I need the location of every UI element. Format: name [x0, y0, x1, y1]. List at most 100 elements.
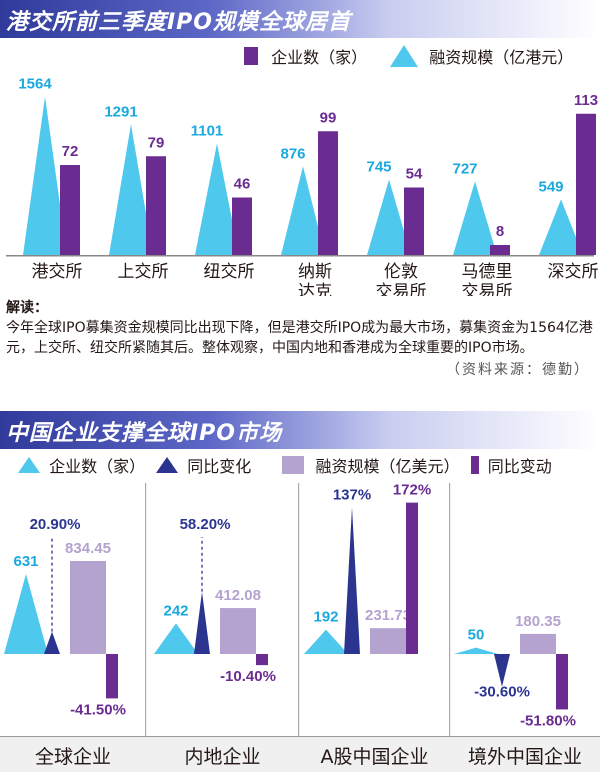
- legend-count-change-swatch: [156, 457, 179, 473]
- count-triangle: [154, 623, 198, 654]
- category-label: 港交所: [32, 262, 83, 282]
- funds-label: 876: [280, 145, 305, 162]
- legend-funds-swatch: [282, 456, 305, 474]
- chart1-baseline: [6, 255, 594, 257]
- funds-change-bar: [556, 654, 568, 710]
- count-label: 631: [13, 553, 38, 570]
- count-label: 50: [468, 627, 485, 644]
- funds-triangle: [367, 179, 411, 255]
- count-bar: [490, 245, 510, 255]
- count-label: 113: [574, 92, 598, 109]
- legend-bar-swatch: [244, 47, 258, 65]
- section2-banner: 中国企业支撑全球IPO市场: [0, 411, 600, 449]
- section1-legend: 企业数（家） 融资规模（亿港元）: [244, 44, 573, 68]
- count-label: 79: [148, 134, 165, 151]
- funds-triangle: [539, 199, 583, 255]
- legend-funds-change-swatch: [470, 456, 479, 474]
- count-triangle: [454, 647, 498, 654]
- count-change-label: 58.20%: [180, 516, 231, 533]
- funds-label: 549: [538, 178, 563, 195]
- category-label: 纽交所: [204, 262, 255, 282]
- count-label: 8: [496, 223, 504, 240]
- count-label: 72: [62, 143, 79, 160]
- section1-title: 港交所前三季度IPO规模全球居首: [6, 10, 352, 35]
- count-change-triangle: [494, 654, 510, 687]
- count-bar: [576, 113, 596, 255]
- legend-triangle-swatch: [390, 45, 419, 67]
- legend-funds-change-label: 同比变动: [487, 457, 552, 476]
- column-divider: [145, 483, 147, 736]
- section2-title: 中国企业支撑全球IPO市场: [6, 421, 283, 446]
- funds-bar: [220, 608, 256, 654]
- count-label: 54: [406, 166, 423, 183]
- section1-banner: 港交所前三季度IPO规模全球居首: [0, 0, 600, 38]
- funds-label: 1101: [191, 123, 224, 140]
- funds-label: 1291: [104, 103, 137, 120]
- category-label: 内地企业: [184, 746, 261, 768]
- count-change-triangle: [344, 507, 360, 654]
- category-label: 上交所: [118, 262, 169, 282]
- count-change-label: -30.60%: [474, 684, 530, 701]
- funds-label: 727: [452, 160, 477, 177]
- funds-triangle: [195, 143, 239, 255]
- note-head: 解读：: [6, 300, 48, 316]
- category-label: 交易所: [462, 282, 513, 296]
- count-bar: [232, 197, 252, 255]
- banner-strip: [0, 0, 600, 38]
- funds-triangle: [281, 166, 325, 255]
- funds-bar: [520, 633, 556, 654]
- legend-funds-label: 融资规模（亿美元）: [315, 457, 460, 476]
- legend-funds-label: 融资规模（亿港元）: [429, 48, 574, 67]
- category-label: A股中国企业: [320, 746, 429, 768]
- column-divider: [298, 483, 300, 736]
- count-label: 99: [320, 109, 337, 126]
- legend-count-swatch: [18, 457, 40, 473]
- category-label: 境外中国企业: [467, 746, 582, 768]
- funds-change-bar: [256, 654, 268, 666]
- category-label: 伦敦: [384, 262, 418, 282]
- category-label: 达克: [298, 282, 332, 296]
- column-divider: [449, 483, 451, 736]
- count-bar: [318, 131, 338, 255]
- interpretation-note: 解读： 今年全球IPO募集资金规模同比出现下降，但是港交所IPO成为最大市场，募…: [6, 298, 596, 378]
- category-label: 马德里: [462, 262, 513, 282]
- count-bar: [60, 165, 80, 255]
- funds-label: 180.35: [515, 613, 561, 630]
- funds-change-label: 172%: [393, 482, 431, 499]
- category-label: 全球企业: [34, 746, 111, 768]
- funds-triangle: [453, 181, 497, 255]
- funds-label: 412.08: [215, 587, 261, 604]
- funds-label: 745: [366, 159, 391, 176]
- count-change-triangle: [44, 631, 60, 654]
- legend-count-change-label: 同比变化: [187, 457, 252, 476]
- count-label: 192: [313, 609, 338, 626]
- funds-label: 1564: [18, 76, 52, 93]
- funds-label: 834.45: [65, 540, 111, 557]
- count-change-label: 20.90%: [30, 516, 81, 533]
- legend-count-label: 企业数（家）: [271, 48, 368, 67]
- category-label: 深交所: [548, 262, 599, 282]
- count-triangle: [304, 629, 348, 654]
- count-change-label: 137%: [333, 486, 371, 503]
- note-text: 今年全球IPO募集资金规模同比出现下降，但是港交所IPO成为最大市场，募集资金为…: [6, 320, 593, 356]
- count-triangle: [4, 574, 48, 654]
- count-label: 242: [163, 602, 188, 619]
- count-bar: [146, 156, 166, 255]
- funds-triangle: [109, 124, 153, 255]
- funds-bar: [70, 561, 106, 654]
- funds-change-label: -10.40%: [220, 668, 276, 685]
- note-source: （资料来源：德勤）: [446, 362, 590, 378]
- count-bar: [404, 187, 424, 255]
- funds-change-label: -41.50%: [70, 701, 126, 718]
- count-change-triangle: [194, 591, 210, 654]
- banner-strip: [0, 411, 600, 449]
- section2-legend: 企业数（家） 同比变化 融资规模（亿美元） 同比变动: [18, 453, 552, 477]
- chart2-svg: 631 20.90% 834.45 -41.50% 242 58.20% 412.08 -10…: [4, 482, 576, 736]
- category-label: 交易所: [376, 282, 427, 296]
- funds-bar: [370, 628, 406, 654]
- funds-change-bar: [406, 502, 418, 654]
- funds-triangle: [23, 96, 67, 255]
- category-bar: [0, 736, 600, 772]
- funds-change-label: -51.80%: [520, 712, 576, 729]
